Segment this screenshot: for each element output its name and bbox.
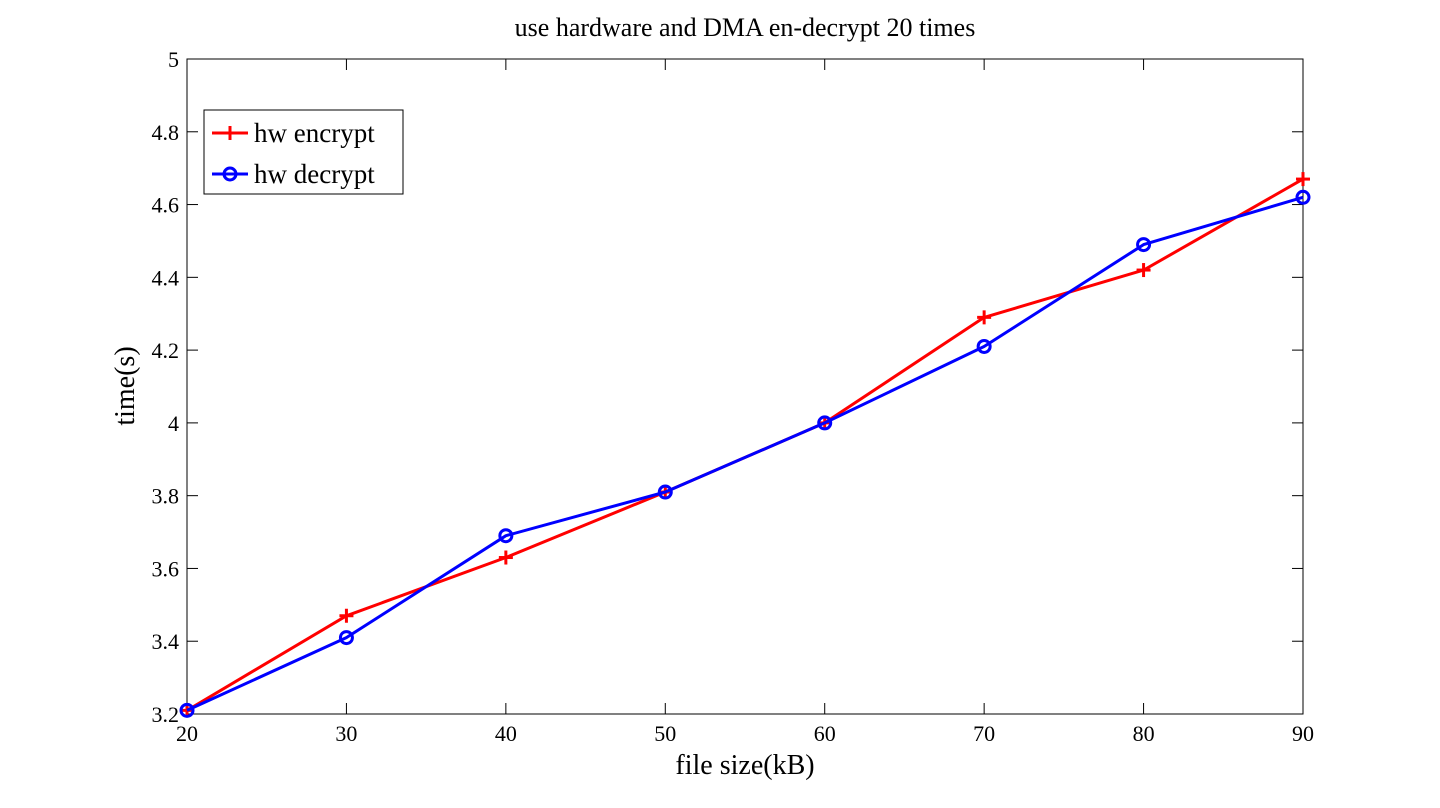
legend-item: hw encrypt <box>212 118 375 148</box>
axis-ticks: 20 30 40 50 60 70 80 90 3.2 3.4 3.6 3.8 4 4.2 4.4 4.6 4.… <box>152 47 1315 746</box>
x-axis-title: file size(kB) <box>675 750 814 781</box>
legend: hw encrypt hw decrypt <box>203 109 404 195</box>
y-tick-label: 5 <box>168 47 179 72</box>
data-point <box>498 550 513 565</box>
data-point <box>179 702 195 718</box>
data-point <box>339 608 354 623</box>
y-tick-label: 3.8 <box>152 484 180 509</box>
data-point <box>222 166 238 182</box>
data-point <box>1295 189 1311 205</box>
x-tick-label: 50 <box>654 721 676 746</box>
x-tick-label: 80 <box>1133 721 1155 746</box>
data-point <box>338 630 354 646</box>
series-layer <box>179 172 1311 718</box>
legend-box <box>203 109 404 195</box>
legend-label: hw encrypt <box>254 118 375 148</box>
y-tick-label: 3.4 <box>152 629 180 654</box>
y-tick-label: 3.2 <box>152 702 180 727</box>
y-tick-label: 4.8 <box>152 120 180 145</box>
x-tick-label: 30 <box>335 721 357 746</box>
y-axis-title: time(s) <box>110 346 141 425</box>
chart-title: use hardware and DMA en-decrypt 20 times <box>515 13 976 42</box>
legend-item: hw decrypt <box>212 159 375 189</box>
legend-label: hw decrypt <box>254 159 375 189</box>
data-point <box>498 528 514 544</box>
y-tick-label: 4.2 <box>152 338 180 363</box>
x-tick-label: 90 <box>1292 721 1314 746</box>
y-tick-label: 3.6 <box>152 556 180 581</box>
x-tick-label: 60 <box>814 721 836 746</box>
data-point <box>1296 172 1310 187</box>
series-hw-decrypt <box>179 189 1311 718</box>
y-tick-label: 4.6 <box>152 193 180 218</box>
data-point <box>1136 263 1151 278</box>
data-point <box>657 484 673 500</box>
data-point <box>977 310 992 325</box>
x-tick-label: 70 <box>973 721 995 746</box>
data-point <box>976 338 992 354</box>
data-point <box>1136 237 1152 253</box>
data-point <box>223 126 237 140</box>
y-tick-label: 4 <box>168 411 179 436</box>
x-tick-label: 40 <box>495 721 517 746</box>
x-tick-label: 20 <box>176 721 198 746</box>
y-tick-label: 4.4 <box>152 265 180 290</box>
series-line <box>186 195 1304 712</box>
data-point <box>817 415 833 431</box>
